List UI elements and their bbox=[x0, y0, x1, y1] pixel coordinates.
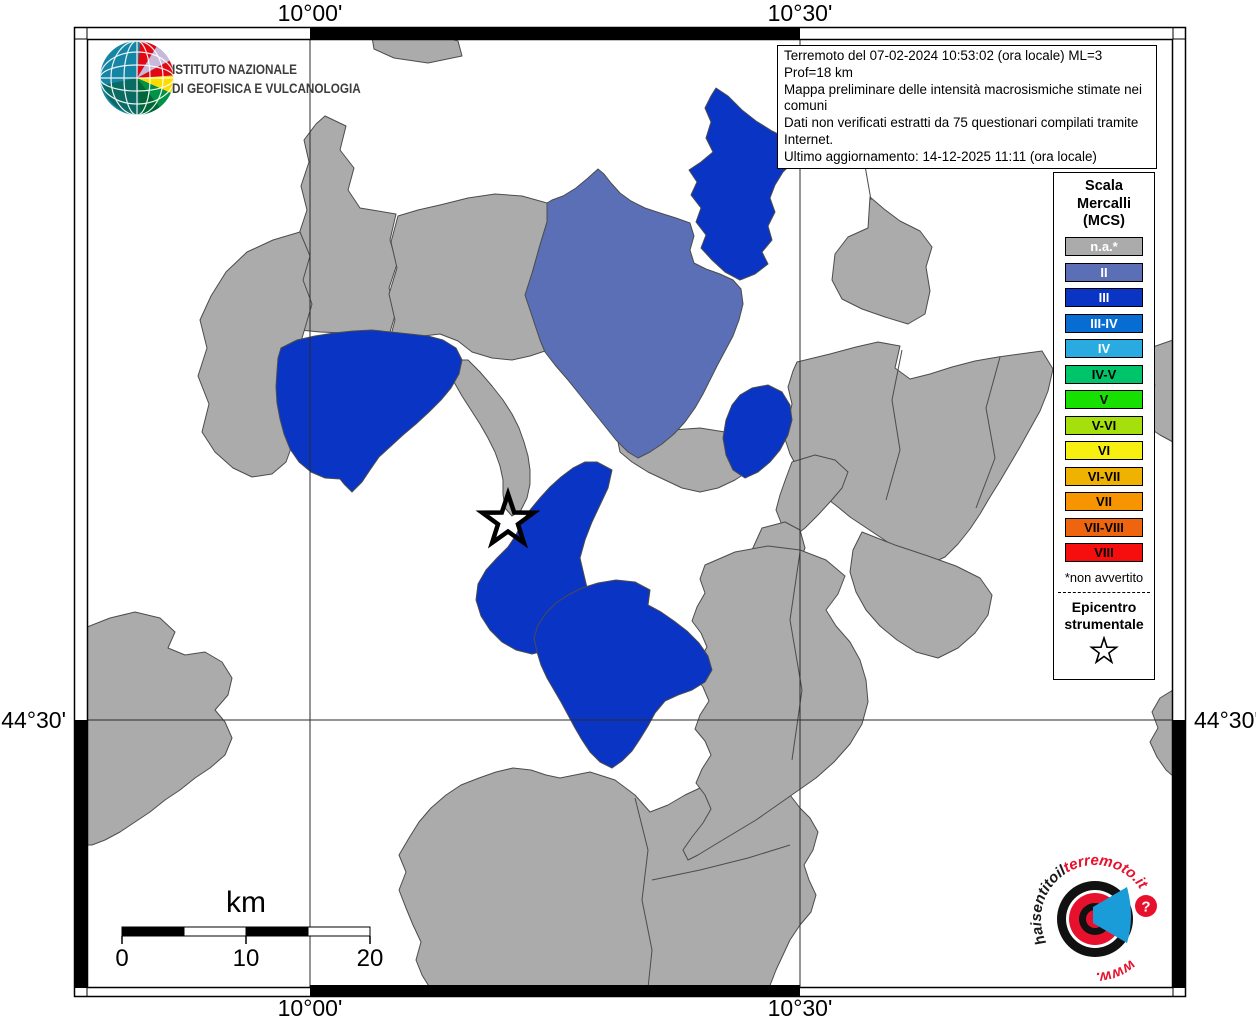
region-boundary-line bbox=[975, 356, 1001, 509]
legend-item-v-vi: V-VI bbox=[1065, 415, 1143, 435]
region-intensity-iii bbox=[275, 329, 463, 493]
region-no-data bbox=[371, 39, 463, 64]
info-line-data-source: Dati non verificati estratti da 75 quest… bbox=[784, 115, 1139, 147]
legend-item-iv-v: IV-V bbox=[1065, 364, 1143, 384]
haisentito-logo: ? haisentitoilterremoto.it www. bbox=[1028, 852, 1157, 986]
legend-title-line1: Scala bbox=[1085, 178, 1123, 194]
mercalli-legend: Scala Mercalli (MCS) n.a.* II III III-IV… bbox=[1053, 172, 1155, 680]
region-no-data bbox=[831, 196, 933, 325]
question-badge-icon bbox=[1135, 895, 1157, 917]
regions-intensity-iii bbox=[275, 87, 801, 769]
frame-segment-bottom bbox=[310, 985, 800, 997]
coord-label-bottom-left: 10°00' bbox=[278, 995, 343, 1021]
scale-tick-20: 20 bbox=[357, 945, 384, 972]
legend-epicenter-line1: Epicentro bbox=[1071, 599, 1137, 615]
legend-item-vii-viii: VII-VIII bbox=[1065, 517, 1143, 537]
info-line-map-desc: Mappa preliminare delle intensità macros… bbox=[784, 81, 1142, 114]
ingv-name-line2: DI GEOFISICA E VULCANOLOGIA bbox=[172, 80, 361, 96]
region-boundary-line bbox=[885, 349, 903, 501]
frame-segment-right bbox=[1173, 720, 1186, 988]
legend-item-iii: III bbox=[1065, 288, 1143, 307]
legend-item-vii: VII bbox=[1065, 492, 1143, 511]
region-no-data bbox=[849, 531, 993, 659]
ingv-logo: ISTITUTO NAZIONALE DI GEOFISICA E VULCAN… bbox=[100, 41, 361, 115]
coord-label-left: 44°30' bbox=[1, 707, 66, 733]
legend-title-line3: (MCS) bbox=[1083, 213, 1125, 229]
scale-tick-10: 10 bbox=[233, 945, 260, 972]
legend-epicenter-line2: strumentale bbox=[1064, 616, 1144, 632]
region-intensity-iii bbox=[533, 579, 713, 769]
legend-item-iii-iv: III-IV bbox=[1065, 313, 1143, 333]
region-boundary-line bbox=[634, 797, 653, 988]
info-line-event: Terremoto del 07-02-2024 10:53:02 (ora l… bbox=[784, 48, 1103, 80]
question-mark: ? bbox=[1141, 899, 1150, 916]
region-no-data bbox=[775, 454, 849, 539]
coord-label-bottom-right: 10°30' bbox=[768, 995, 833, 1021]
legend-item-na: n.a.* bbox=[1065, 237, 1143, 256]
earthquake-info-box: Terremoto del 07-02-2024 10:53:02 (ora l… bbox=[777, 45, 1157, 169]
legend-item-ii: II bbox=[1065, 262, 1143, 282]
region-intensity-ii bbox=[524, 168, 744, 459]
region-no-data bbox=[451, 359, 531, 517]
legend-item-iv: IV bbox=[1065, 339, 1143, 358]
region-no-data bbox=[1149, 689, 1173, 777]
legend-separator bbox=[1058, 592, 1150, 593]
scale-bar-unit: km bbox=[226, 886, 266, 919]
region-no-data bbox=[388, 193, 548, 361]
epicenter-star bbox=[475, 486, 541, 549]
region-intensity-iii bbox=[722, 384, 793, 479]
frame-segment-left bbox=[74, 720, 87, 988]
map-frame bbox=[73, 26, 1187, 998]
legend-item-v: V bbox=[1065, 390, 1143, 409]
region-boundary-line bbox=[789, 551, 803, 761]
regions-no-data bbox=[87, 39, 1173, 988]
regions-intensity-ii bbox=[524, 168, 744, 459]
coord-label-top-right: 10°30' bbox=[768, 0, 833, 26]
megaphone-icon bbox=[1093, 887, 1131, 943]
region-no-data bbox=[87, 611, 233, 846]
legend-item-vi: VI bbox=[1065, 441, 1143, 460]
legend-item-vi-vii: VI-VII bbox=[1065, 466, 1143, 486]
coord-label-right: 44°30' bbox=[1194, 707, 1256, 733]
legend-footnote: *non avvertito bbox=[1064, 570, 1144, 585]
coord-label-top-left: 10°00' bbox=[278, 0, 343, 26]
legend-star-icon bbox=[1089, 635, 1119, 665]
ingv-name-line1: ISTITUTO NAZIONALE bbox=[172, 61, 297, 77]
frame-segment-top bbox=[310, 27, 800, 39]
legend-title-line2: Mercalli bbox=[1077, 195, 1131, 212]
scale-tick-0: 0 bbox=[115, 945, 128, 972]
scale-bar: km 0 10 20 bbox=[115, 886, 383, 972]
graticule bbox=[87, 39, 1173, 988]
region-boundary-line bbox=[651, 844, 791, 881]
legend-item-viii: VIII bbox=[1065, 543, 1143, 562]
info-line-updated: Ultimo aggiornamento: 14-12-2025 11:11 (… bbox=[784, 148, 1097, 164]
